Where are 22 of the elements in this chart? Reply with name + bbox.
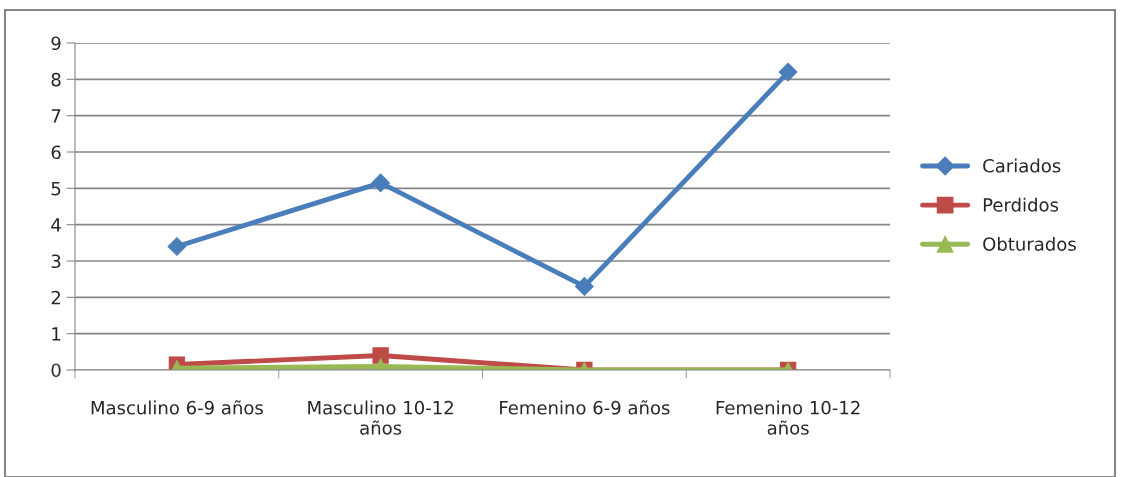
y-tick-label: 3: [51, 254, 61, 269]
legend-label: Perdidos: [983, 197, 1059, 212]
y-tick-label: 5: [51, 182, 61, 196]
y-tick-label: 8: [51, 72, 61, 87]
y-tick-label: 7: [51, 109, 61, 123]
y-tick-label: 4: [51, 218, 61, 232]
y-tick-label: 9: [51, 36, 61, 51]
point: [371, 173, 390, 193]
legend-label: Cariados: [983, 158, 1061, 173]
x-tick-label: Femenino 6-9 años: [500, 400, 670, 415]
y-tick-label: 2: [51, 290, 60, 305]
point: [575, 277, 594, 296]
point: [167, 237, 187, 256]
y-tick-label: 0: [51, 363, 61, 378]
legend-label: Obturados: [983, 236, 1076, 251]
y-tick-label: 6: [51, 145, 61, 160]
x-tick-label: Femenino 10-12 años: [716, 400, 860, 435]
y-tick-label: 1: [52, 327, 61, 341]
point: [778, 62, 798, 82]
point: [372, 347, 389, 364]
x-tick-label: Masculino 6-9 años: [91, 400, 263, 415]
x-tick-label: Masculino 10-12 años: [308, 400, 453, 435]
